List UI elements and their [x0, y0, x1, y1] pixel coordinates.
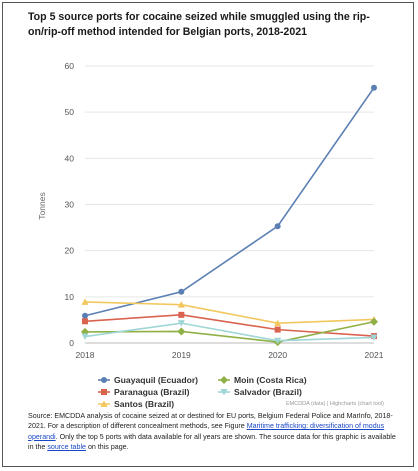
data-point[interactable]	[177, 327, 186, 336]
y-tick-label: 60	[65, 61, 75, 71]
data-point[interactable]	[81, 333, 89, 341]
series-line[interactable]	[84, 322, 375, 342]
y-tick-label: 30	[65, 200, 75, 210]
concealment-methods-link[interactable]: Maritime trafficking: diversification of…	[28, 422, 385, 441]
legend-marker[interactable]	[100, 400, 108, 408]
y-tick-label: 50	[65, 107, 75, 117]
data-point[interactable]	[178, 311, 185, 318]
data-point[interactable]	[274, 223, 281, 230]
legend-label: Salvador (Brazil)	[234, 387, 302, 397]
y-tick-label: 10	[65, 292, 75, 302]
data-point[interactable]	[82, 312, 88, 319]
legend-label: Moin (Costa Rica)	[234, 375, 307, 385]
source-text-1: Source: EMCDDA analysis of cocaine seize…	[28, 412, 393, 431]
gridlines	[85, 65, 374, 344]
legend-item[interactable]: Santos (Brazil)	[98, 399, 174, 409]
data-point[interactable]	[82, 318, 88, 325]
legend: Guayaquil (Ecuador) Moin (Costa Rica) Para…	[98, 375, 307, 409]
legend-marker[interactable]	[220, 376, 228, 384]
x-tick-label: 2021	[365, 350, 384, 360]
y-axis-tick-labels: 0 10 20 30 40 50 60	[65, 61, 75, 348]
series-line[interactable]	[84, 87, 375, 317]
y-tick-label: 0	[69, 338, 74, 348]
x-axis-tick-labels: 2018 2019 2020 2021	[76, 350, 384, 360]
source-text-3: on this page.	[85, 443, 129, 452]
chart-title: Top 5 source ports for cocaine seized wh…	[28, 11, 370, 38]
series-paranagua-brazil[interactable]	[82, 311, 377, 340]
legend-marker[interactable]	[101, 389, 107, 395]
x-tick-label: 2018	[76, 350, 95, 360]
legend-label: Guayaquil (Ecuador)	[114, 375, 198, 385]
x-tick-label: 2019	[172, 350, 191, 360]
legend-marker[interactable]	[220, 389, 228, 396]
series-lines	[81, 84, 378, 347]
legend-item[interactable]: Salvador (Brazil)	[218, 387, 302, 397]
data-point[interactable]	[370, 334, 378, 341]
legend-item[interactable]: Guayaquil (Ecuador)	[98, 375, 198, 385]
data-point[interactable]	[177, 320, 185, 327]
data-point[interactable]	[274, 319, 282, 327]
data-point[interactable]	[178, 288, 185, 295]
source-text-2: . Only the top 5 ports with data availab…	[28, 432, 396, 452]
y-axis-title: Tonnes	[37, 192, 47, 219]
series-line[interactable]	[84, 320, 375, 343]
series-line[interactable]	[84, 301, 375, 324]
legend-item[interactable]: Paranagua (Brazil)	[98, 387, 190, 397]
data-point[interactable]	[177, 301, 185, 308]
series-guayaquil-ecuador[interactable]	[82, 84, 377, 319]
data-point[interactable]	[81, 298, 89, 305]
series-line[interactable]	[84, 314, 375, 337]
chart-credits[interactable]: EMCDDA (data) | Highcharts (chart tool)	[286, 401, 384, 407]
data-point[interactable]	[370, 317, 378, 326]
source-note: Source: EMCDDA analysis of cocaine seize…	[28, 411, 400, 453]
legend-marker[interactable]	[101, 377, 107, 383]
y-tick-label: 20	[65, 246, 75, 256]
y-tick-label: 40	[65, 153, 75, 163]
chart-container	[2, 2, 414, 467]
source-table-link[interactable]: source table	[47, 443, 86, 452]
data-point[interactable]	[274, 337, 282, 345]
legend-label: Santos (Brazil)	[114, 399, 174, 409]
legend-label: Paranagua (Brazil)	[114, 387, 190, 397]
legend-item[interactable]: Moin (Costa Rica)	[218, 375, 307, 385]
series-salvador-brazil[interactable]	[81, 320, 378, 345]
data-point[interactable]	[371, 84, 377, 91]
x-tick-label: 2020	[268, 350, 287, 360]
data-point[interactable]	[274, 326, 281, 333]
